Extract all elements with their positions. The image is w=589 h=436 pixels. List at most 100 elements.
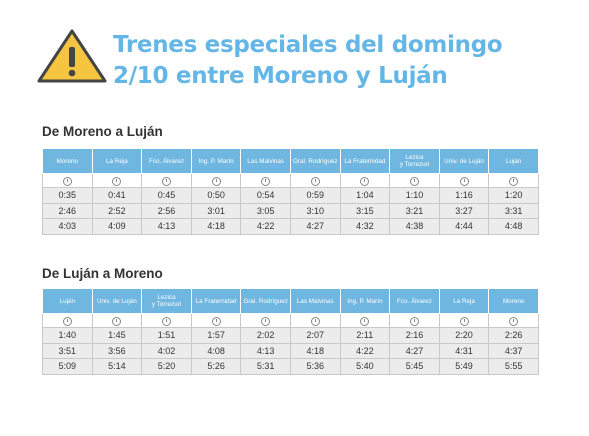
clock-icon: [112, 316, 122, 326]
icon-row: [42, 173, 539, 188]
time-cell: 4:08: [190, 342, 242, 359]
clock-icon: [409, 316, 419, 326]
warning-triangle-icon: [37, 29, 107, 83]
column-header: Ing. P. Marín: [339, 288, 391, 314]
time-cell: 3:31: [488, 202, 539, 219]
timetable-moreno-lujan: Moreno La Reja Fco. Álvarez Ing. P. Marín La…: [42, 148, 539, 235]
time-cell: 5:55: [488, 358, 539, 375]
icon-cell: [42, 313, 93, 328]
page-title: Trenes especiales del domingo 2/10 entre…: [113, 30, 503, 92]
clock-icon: [261, 316, 271, 326]
table-row: 3:51 3:56 4:02 4:08 4:13 4:18 4:22 4:27 4:31 4:37: [42, 342, 539, 359]
clock-icon: [211, 176, 221, 186]
icon-cell: [339, 313, 391, 328]
title-line-2: 2/10 entre Moreno y Luján: [113, 63, 448, 89]
clock-icon: [211, 316, 221, 326]
icon-cell: [488, 313, 539, 328]
clock-icon: [310, 176, 320, 186]
time-cell: 1:20: [488, 187, 539, 204]
table-row: 5:09 5:14 5:20 5:26 5:31 5:36 5:40 5:45 5:49 5:55: [42, 358, 539, 375]
time-cell: 5:26: [190, 358, 242, 375]
time-cell: 4:03: [42, 218, 93, 235]
column-header: Gral. Rodríguez: [240, 288, 291, 314]
time-cell: 0:35: [42, 187, 93, 204]
time-cell: 4:13: [240, 342, 291, 359]
table1-caption: De Moreno a Luján: [42, 124, 163, 139]
table-header-row: Luján Univ. de Luján Lezica y Torrezuri La F…: [42, 288, 539, 314]
time-cell: 1:45: [91, 327, 143, 344]
time-cell: 4:48: [488, 218, 539, 235]
time-cell: 1:40: [42, 327, 93, 344]
icon-cell: [339, 173, 391, 188]
time-cell: 2:16: [389, 327, 440, 344]
time-cell: 4:37: [488, 342, 539, 359]
time-cell: 4:13: [141, 218, 192, 235]
column-header: Las Malvinas: [240, 148, 291, 174]
column-header: Fco. Álvarez: [141, 148, 192, 174]
icon-cell: [488, 173, 539, 188]
icon-cell: [42, 173, 93, 188]
clock-icon: [360, 176, 370, 186]
column-header: La Reja: [438, 288, 490, 314]
time-cell: 0:50: [190, 187, 242, 204]
icon-cell: [190, 313, 242, 328]
time-cell: 2:56: [141, 202, 192, 219]
time-cell: 4:22: [339, 342, 391, 359]
time-cell: 5:49: [438, 358, 490, 375]
icon-cell: [190, 173, 242, 188]
table2-caption: De Luján a Moreno: [42, 266, 163, 281]
time-cell: 2:07: [289, 327, 341, 344]
time-cell: 1:57: [190, 327, 242, 344]
time-cell: 5:09: [42, 358, 93, 375]
time-cell: 4:18: [190, 218, 242, 235]
clock-icon: [261, 176, 271, 186]
column-header: Moreno: [488, 288, 539, 314]
time-cell: 5:20: [141, 358, 192, 375]
time-cell: 0:59: [289, 187, 341, 204]
icon-cell: [289, 313, 341, 328]
time-cell: 2:20: [438, 327, 490, 344]
time-cell: 4:09: [91, 218, 143, 235]
column-header: Luján: [488, 148, 539, 174]
time-cell: 5:45: [389, 358, 440, 375]
column-header: La Fraternidad: [190, 288, 242, 314]
icon-cell: [91, 313, 143, 328]
time-cell: 3:56: [91, 342, 143, 359]
time-cell: 4:27: [289, 218, 341, 235]
time-cell: 4:22: [240, 218, 291, 235]
column-header: Las Malvinas: [289, 288, 341, 314]
clock-icon: [409, 176, 419, 186]
icon-row: [42, 313, 539, 328]
table-row: 0:35 0:41 0:45 0:50 0:54 0:59 1:04 1:10 1:16 1:20: [42, 187, 539, 204]
time-cell: 3:10: [289, 202, 341, 219]
column-header: La Reja: [91, 148, 143, 174]
icon-cell: [91, 173, 143, 188]
icon-cell: [389, 173, 440, 188]
column-header: Luján: [42, 288, 93, 314]
time-cell: 2:52: [91, 202, 143, 219]
icon-cell: [438, 313, 490, 328]
column-header: Gral. Rodríguez: [289, 148, 341, 174]
table-header-row: Moreno La Reja Fco. Álvarez Ing. P. Marín La…: [42, 148, 539, 174]
column-header: Univ. de Luján: [91, 288, 143, 314]
time-cell: 5:36: [289, 358, 341, 375]
table-row: 1:40 1:45 1:51 1:57 2:02 2:07 2:11 2:16 2:20 2:26: [42, 327, 539, 344]
time-cell: 3:05: [240, 202, 291, 219]
time-cell: 0:54: [240, 187, 291, 204]
column-header: Moreno: [42, 148, 93, 174]
clock-icon: [112, 176, 122, 186]
time-cell: 3:21: [389, 202, 440, 219]
clock-icon: [509, 176, 519, 186]
time-cell: 5:31: [240, 358, 291, 375]
time-cell: 0:41: [91, 187, 143, 204]
clock-icon: [161, 176, 171, 186]
column-header: Ing. P. Marín: [190, 148, 242, 174]
time-cell: 5:14: [91, 358, 143, 375]
icon-cell: [389, 313, 440, 328]
time-cell: 1:04: [339, 187, 391, 204]
timetable-lujan-moreno: Luján Univ. de Luján Lezica y Torrezuri La F…: [42, 288, 539, 375]
icon-cell: [141, 173, 192, 188]
time-cell: 1:10: [389, 187, 440, 204]
clock-icon: [161, 316, 171, 326]
time-cell: 4:32: [339, 218, 391, 235]
